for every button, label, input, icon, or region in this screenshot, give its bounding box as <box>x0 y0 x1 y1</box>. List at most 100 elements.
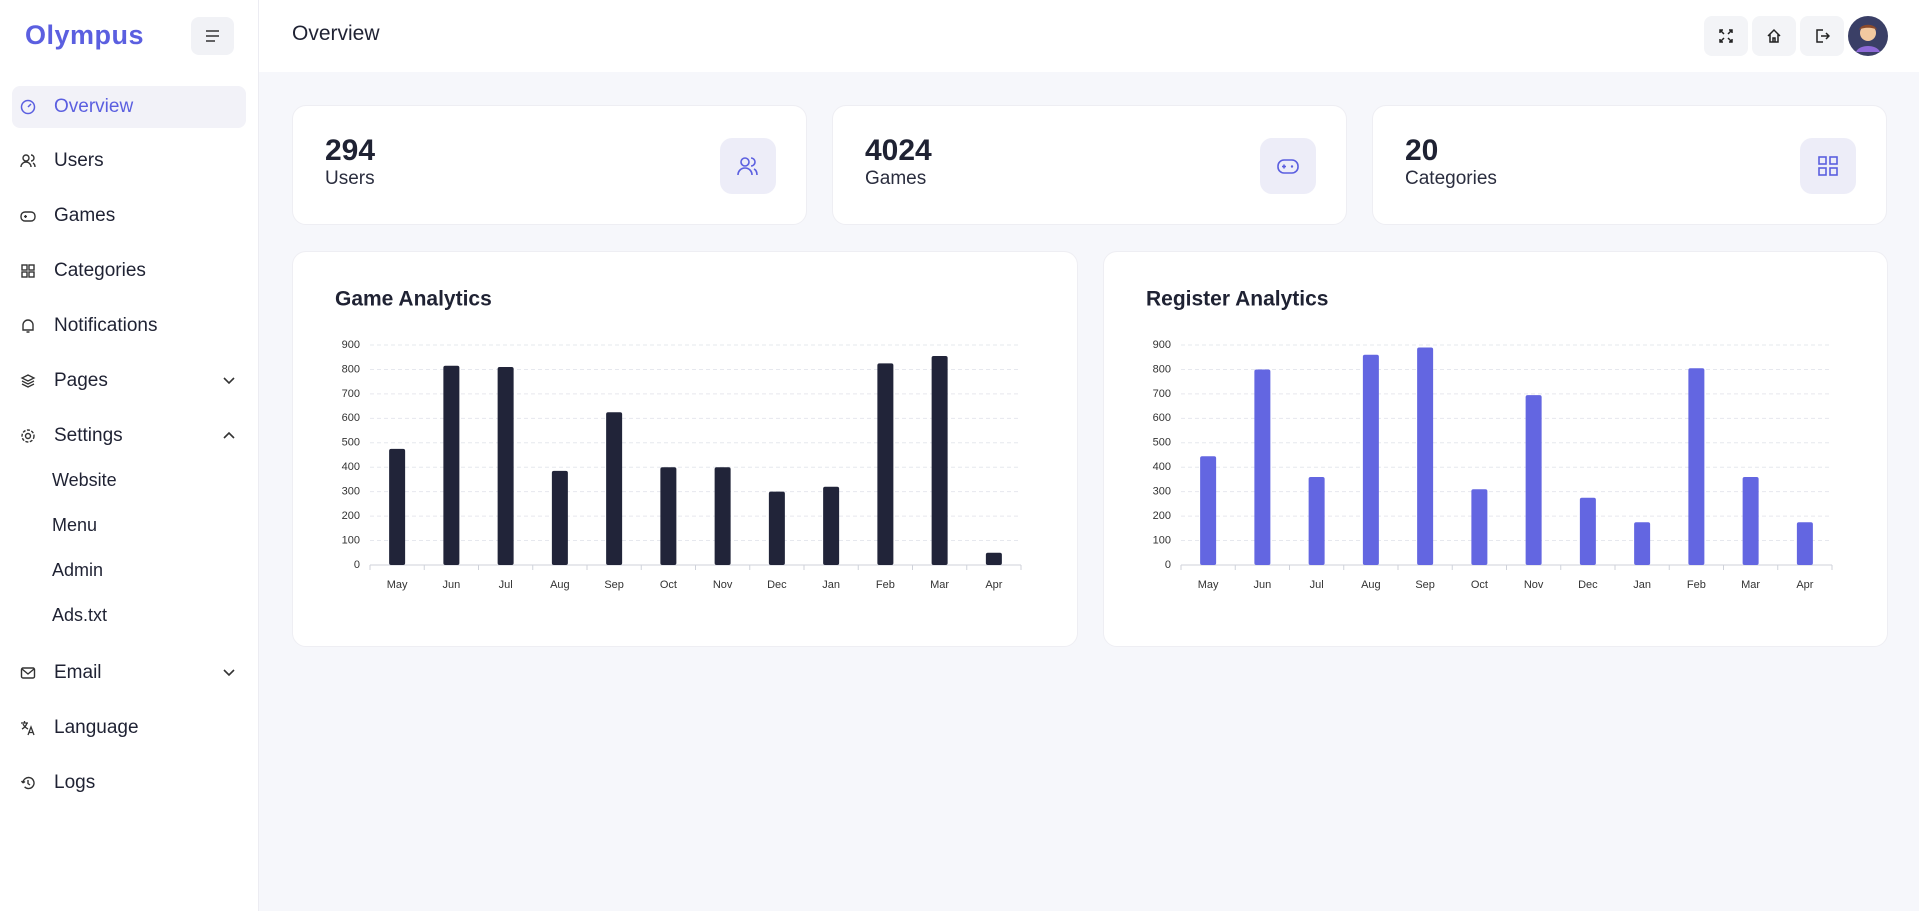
x-tick-label: Aug <box>1361 579 1381 591</box>
stat-card: 294 Users <box>292 105 807 225</box>
bar <box>660 467 677 565</box>
bar <box>931 356 948 565</box>
bar <box>768 491 785 565</box>
nav-label: Overview <box>54 96 134 117</box>
nav-label: Games <box>54 205 116 226</box>
nav-item[interactable]: Logs <box>12 762 246 804</box>
y-tick-label: 400 <box>342 461 360 473</box>
page-title: Overview <box>292 22 380 45</box>
topbar: Overview <box>259 0 1919 72</box>
stat-card: 4024 Games <box>832 105 1347 225</box>
icon <box>20 667 36 679</box>
nav-item[interactable]: Categories <box>12 250 246 292</box>
y-tick-label: 400 <box>1153 461 1171 473</box>
submenu-item[interactable]: Admin <box>52 560 104 580</box>
stat-label: Users <box>325 168 375 189</box>
bar <box>1579 497 1596 565</box>
nav-label: Notifications <box>54 315 158 336</box>
nav-item[interactable]: Pages <box>12 360 246 402</box>
bar <box>1742 477 1759 565</box>
bar <box>1688 368 1705 565</box>
nav-item[interactable]: Users <box>12 140 246 182</box>
avatar[interactable] <box>1848 16 1888 56</box>
nav-item[interactable]: Email <box>12 652 246 694</box>
x-tick-label: Dec <box>1578 579 1598 591</box>
y-tick-label: 0 <box>1165 559 1171 571</box>
nav-item[interactable]: Language <box>12 707 246 749</box>
fullscreen-button[interactable] <box>1704 16 1748 56</box>
nav-item[interactable]: Notifications <box>12 305 246 347</box>
y-tick-label: 700 <box>342 388 360 400</box>
nav-label: Email <box>54 662 102 683</box>
x-tick-label: Apr <box>985 579 1002 591</box>
y-tick-label: 500 <box>1153 437 1171 449</box>
x-tick-label: Nov <box>1524 579 1544 591</box>
y-tick-label: 800 <box>342 363 360 375</box>
bar <box>551 470 568 565</box>
icon <box>22 319 34 333</box>
icon <box>1816 29 1830 43</box>
x-tick-label: Feb <box>1687 579 1706 591</box>
x-tick-label: Jul <box>499 579 513 591</box>
icon <box>1767 28 1781 43</box>
bar <box>1634 522 1651 565</box>
bar <box>1362 354 1379 565</box>
submenu-item[interactable]: Menu <box>52 515 98 535</box>
y-tick-label: 300 <box>342 486 360 498</box>
y-tick-label: 900 <box>1153 339 1171 351</box>
x-tick-label: Dec <box>767 579 787 591</box>
nav-label: Settings <box>54 425 123 446</box>
logout-button[interactable] <box>1800 16 1844 56</box>
nav-label: Pages <box>54 370 108 391</box>
x-tick-label: Jun <box>1254 579 1272 591</box>
submenu-item[interactable]: Ads.txt <box>52 605 108 625</box>
y-tick-label: 100 <box>1153 534 1171 546</box>
y-tick-label: 500 <box>342 437 360 449</box>
stat-label: Categories <box>1405 168 1497 189</box>
chart: Game Analytics 0 100 200 300 400 500 600 700 800 9… <box>335 288 1022 591</box>
bar <box>1254 369 1271 565</box>
x-tick-label: Jan <box>1633 579 1651 591</box>
bar <box>1200 456 1217 565</box>
icon <box>1277 159 1299 174</box>
x-tick-label: Mar <box>930 579 949 591</box>
y-tick-label: 100 <box>342 534 360 546</box>
icon <box>20 99 36 115</box>
icon <box>1719 29 1733 43</box>
chevron-up <box>223 431 235 439</box>
nav-item[interactable]: Games <box>12 195 246 237</box>
nav-label: Users <box>54 150 104 171</box>
stat-icon <box>720 138 776 194</box>
x-tick-label: May <box>387 579 408 591</box>
chart: Register Analytics 0 100 200 300 400 500 600 700… <box>1146 288 1833 591</box>
chevron-down <box>223 377 235 385</box>
sidebar: Olympus Overview Users Games Categories … <box>0 0 259 911</box>
submenu-item[interactable]: Website <box>52 470 117 490</box>
icon <box>21 721 35 736</box>
stat-icon <box>1800 138 1856 194</box>
nav-item[interactable]: Settings <box>12 415 246 457</box>
bar <box>714 467 731 565</box>
chart-card: Register Analytics 0 100 200 300 400 500 600 700… <box>1103 251 1888 647</box>
menu-toggle[interactable] <box>191 17 234 55</box>
y-tick-label: 900 <box>342 339 360 351</box>
x-tick-label: Jun <box>443 579 461 591</box>
x-tick-label: Apr <box>1796 579 1813 591</box>
icon <box>20 211 36 222</box>
y-tick-label: 200 <box>342 510 360 522</box>
x-tick-label: Nov <box>713 579 733 591</box>
logo[interactable]: Olympus <box>25 20 145 50</box>
x-tick-label: Oct <box>1471 579 1488 591</box>
nav-item[interactable]: Overview <box>12 86 246 128</box>
bar <box>823 486 840 565</box>
bar <box>1796 522 1813 565</box>
x-tick-label: Aug <box>550 579 570 591</box>
home-button[interactable] <box>1752 16 1796 56</box>
y-tick-label: 600 <box>1153 412 1171 424</box>
icon <box>737 157 758 176</box>
chart-card: Game Analytics 0 100 200 300 400 500 600 700 800 9… <box>292 251 1078 647</box>
icon <box>20 374 36 388</box>
bar <box>985 552 1002 565</box>
bar <box>1308 477 1325 565</box>
